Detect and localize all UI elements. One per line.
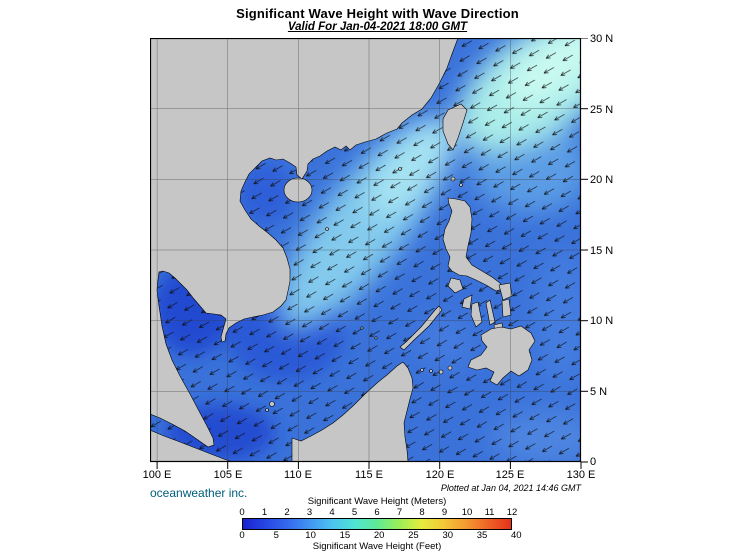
feet-tick: 40 [511,530,522,541]
landmass-luzon [442,197,503,292]
lat-label: 15 N [590,245,614,257]
land-layer [150,38,536,462]
legend: Significant Wave Height (Meters) 0 1 2 3… [239,496,521,552]
lat-label: 0 [590,456,597,468]
lat-label: 5 N [590,386,608,398]
axis-ticks [156,37,588,469]
meter-tick: 8 [419,507,425,518]
lat-label: 10 N [590,315,614,327]
lon-label: 125 E [495,469,525,481]
island-palawan [399,305,443,351]
meter-tick: 1 [261,507,268,518]
landmass-asia-mainland [150,38,459,448]
landmass-sumatra [150,429,233,462]
meter-tick: 7 [396,507,403,518]
feet-tick: 10 [305,530,316,541]
feet-tick: 15 [339,530,351,541]
oceanweather-brand: oceanweather inc. [150,486,248,500]
lon-label: 120 E [425,469,455,481]
map-border [149,37,582,463]
lat-label: 20 N [590,174,614,186]
island-leyte [501,298,512,318]
plotted-timestamp: Plotted at Jan 04, 2021 14:46 GMT [440,483,581,493]
landmass-mindanao [467,325,536,386]
grid-layer [150,38,581,462]
lon-label: 110 E [284,469,312,481]
map-container [149,37,590,471]
meter-tick: 2 [284,507,290,518]
island-panay [461,294,473,310]
island-dot [450,176,456,182]
feet-tick: 5 [273,530,279,541]
island-dot [325,227,329,231]
island-dot [265,408,269,412]
meter-tick: 6 [374,507,380,518]
island-dot [459,183,463,187]
page-title: Significant Wave Height with Wave Direct… [236,6,519,21]
feet-tick: 30 [442,530,454,541]
meter-tick: 0 [239,507,245,518]
lon-label: 130 E [566,469,596,481]
lon-label: 100 E [142,469,172,481]
island-dot [398,167,402,171]
island-hainan [283,177,313,203]
legend-meter-ticks: 0 1 2 3 4 5 6 7 8 9 10 11 12 [239,507,517,518]
island-dot [420,368,424,372]
island-dot [438,369,444,375]
meter-tick: 11 [484,507,495,518]
feet-tick: 25 [408,530,419,541]
feet-tick: 20 [373,530,385,541]
island-samar [498,282,513,301]
meter-tick: 12 [506,507,518,518]
feet-tick: 35 [476,530,488,541]
legend-meters-title: Significant Wave Height (Meters) [307,496,447,507]
lon-label: 105 E [213,469,243,481]
island-dot [269,401,275,407]
valid-time-subtitle: Valid For Jan-04-2021 18:00 GMT [287,21,468,33]
meter-tick: 9 [441,507,448,518]
lat-label: 30 N [590,33,614,45]
island-dot [374,336,378,340]
colorbar [242,518,512,530]
island-dot [447,365,453,371]
meter-tick: 3 [306,507,313,518]
wave-height-map [149,37,588,469]
meter-tick: 4 [329,507,335,518]
island-cebu [485,299,496,326]
island-dot [360,326,364,330]
meter-tick: 10 [461,507,473,518]
feet-tick: 0 [239,530,245,541]
legend-feet-title: Significant Wave Height (Feet) [312,541,442,552]
lat-label: 25 N [590,104,614,116]
island-dot [429,369,433,373]
lon-label: 115 E [355,469,383,481]
meter-tick: 5 [351,507,358,518]
landmass-taiwan [442,103,468,151]
legend-feet-ticks: 0 5 10 15 20 25 30 35 40 [239,530,521,541]
landmass-borneo [291,361,414,462]
island-mindoro [447,277,464,294]
